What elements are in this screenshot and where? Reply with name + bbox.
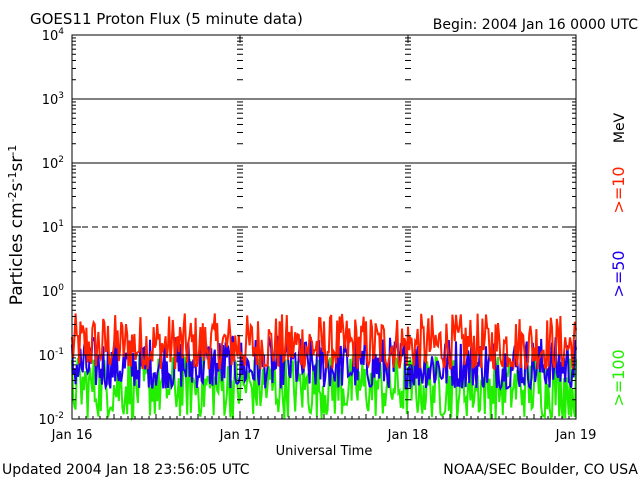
legend-ge50: >=50 <box>609 250 628 297</box>
source-label: NOAA/SEC Boulder, CO USA <box>443 462 638 478</box>
y-tick-label-0: 10-2 <box>38 411 64 428</box>
updated-label: Updated 2004 Jan 18 23:56:05 UTC <box>2 462 250 478</box>
y-tick-label-3: 101 <box>42 219 64 236</box>
energy-unit-label: MeV <box>612 112 628 143</box>
begin-time-label: Begin: 2004 Jan 16 0000 UTC <box>433 17 638 33</box>
legend-ge10: >=10 <box>609 166 628 213</box>
x-tick-label-2: Jan 18 <box>387 428 429 443</box>
y-tick-label-4: 102 <box>42 155 64 172</box>
x-axis-label: Universal Time <box>276 444 373 459</box>
legend-ge100: >=100 <box>609 349 628 406</box>
plot-area <box>71 34 577 422</box>
chart-title: GOES11 Proton Flux (5 minute data) <box>30 10 303 28</box>
x-tick-label-1: Jan 17 <box>219 428 261 443</box>
y-tick-label-6: 104 <box>42 27 65 44</box>
y-tick-label-1: 10-1 <box>38 347 64 364</box>
x-tick-label-3: Jan 19 <box>555 428 597 443</box>
x-tick-label-0: Jan 16 <box>51 428 93 443</box>
y-tick-label-5: 103 <box>42 91 64 108</box>
y-tick-label-2: 100 <box>42 283 65 300</box>
y-axis-label: Particles cm-2s-1sr-1 <box>6 145 27 306</box>
series-line-ge10 <box>71 313 577 371</box>
